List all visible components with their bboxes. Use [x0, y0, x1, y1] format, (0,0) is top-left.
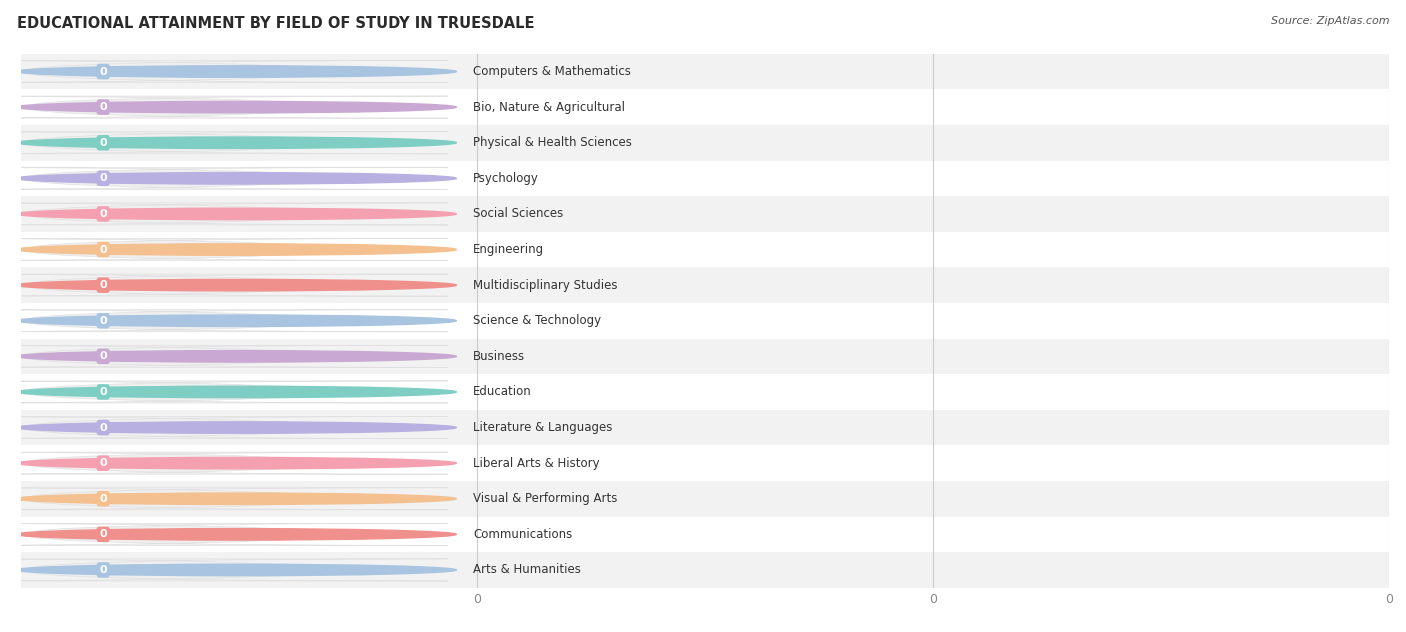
- Bar: [21, 516, 1389, 552]
- Text: 0: 0: [100, 494, 107, 504]
- Circle shape: [15, 315, 457, 327]
- Bar: [21, 481, 1389, 516]
- Circle shape: [15, 66, 457, 77]
- Text: 0: 0: [100, 565, 107, 575]
- FancyBboxPatch shape: [0, 559, 449, 581]
- Text: Source: ZipAtlas.com: Source: ZipAtlas.com: [1271, 16, 1389, 26]
- Text: Arts & Humanities: Arts & Humanities: [474, 564, 581, 576]
- Bar: [21, 196, 1389, 232]
- Text: 0: 0: [100, 316, 107, 325]
- FancyBboxPatch shape: [0, 131, 449, 154]
- FancyBboxPatch shape: [0, 488, 449, 510]
- FancyBboxPatch shape: [0, 381, 449, 403]
- FancyBboxPatch shape: [0, 452, 449, 474]
- FancyBboxPatch shape: [0, 274, 449, 296]
- Bar: [21, 89, 1389, 125]
- Bar: [21, 374, 1389, 410]
- FancyBboxPatch shape: [0, 416, 449, 439]
- FancyBboxPatch shape: [0, 61, 449, 83]
- Circle shape: [15, 493, 457, 504]
- Bar: [21, 303, 1389, 339]
- Text: Psychology: Psychology: [474, 172, 540, 185]
- FancyBboxPatch shape: [0, 523, 449, 545]
- Text: 0: 0: [100, 245, 107, 255]
- Text: 0: 0: [100, 173, 107, 183]
- Text: Science & Technology: Science & Technology: [474, 314, 602, 327]
- Circle shape: [15, 422, 457, 434]
- Text: 0: 0: [100, 423, 107, 432]
- Bar: [21, 446, 1389, 481]
- Text: EDUCATIONAL ATTAINMENT BY FIELD OF STUDY IN TRUESDALE: EDUCATIONAL ATTAINMENT BY FIELD OF STUDY…: [17, 16, 534, 31]
- Circle shape: [15, 101, 457, 113]
- Text: Multidisciplinary Studies: Multidisciplinary Studies: [474, 279, 617, 291]
- Circle shape: [15, 351, 457, 362]
- Text: 0: 0: [100, 102, 107, 112]
- Bar: [21, 339, 1389, 374]
- Text: Visual & Performing Arts: Visual & Performing Arts: [474, 492, 617, 505]
- Circle shape: [15, 564, 457, 576]
- Circle shape: [15, 458, 457, 469]
- FancyBboxPatch shape: [0, 203, 449, 225]
- Text: Literature & Languages: Literature & Languages: [474, 421, 613, 434]
- Text: Education: Education: [474, 386, 531, 398]
- Bar: [21, 161, 1389, 196]
- Circle shape: [15, 208, 457, 220]
- Text: Social Sciences: Social Sciences: [474, 207, 564, 221]
- Bar: [21, 54, 1389, 89]
- Bar: [21, 232, 1389, 267]
- Text: Physical & Health Sciences: Physical & Health Sciences: [474, 137, 633, 149]
- Bar: [21, 125, 1389, 161]
- FancyBboxPatch shape: [0, 310, 449, 332]
- Text: Bio, Nature & Agricultural: Bio, Nature & Agricultural: [474, 100, 626, 114]
- Circle shape: [15, 173, 457, 184]
- Circle shape: [15, 137, 457, 149]
- Circle shape: [15, 244, 457, 255]
- Text: 0: 0: [100, 387, 107, 397]
- Text: Business: Business: [474, 350, 526, 363]
- Text: 0: 0: [100, 530, 107, 539]
- Bar: [21, 267, 1389, 303]
- Text: Engineering: Engineering: [474, 243, 544, 256]
- Text: 0: 0: [100, 66, 107, 76]
- Text: 0: 0: [100, 280, 107, 290]
- Text: 0: 0: [100, 458, 107, 468]
- Text: Computers & Mathematics: Computers & Mathematics: [474, 65, 631, 78]
- Text: 0: 0: [100, 209, 107, 219]
- Circle shape: [15, 279, 457, 291]
- Text: 0: 0: [100, 351, 107, 362]
- Text: Liberal Arts & History: Liberal Arts & History: [474, 457, 600, 470]
- Circle shape: [15, 528, 457, 540]
- Text: Communications: Communications: [474, 528, 572, 541]
- FancyBboxPatch shape: [0, 345, 449, 367]
- Bar: [21, 410, 1389, 446]
- Text: 0: 0: [100, 138, 107, 148]
- FancyBboxPatch shape: [0, 96, 449, 118]
- FancyBboxPatch shape: [0, 167, 449, 190]
- Circle shape: [15, 386, 457, 398]
- Bar: [21, 552, 1389, 588]
- FancyBboxPatch shape: [0, 238, 449, 260]
